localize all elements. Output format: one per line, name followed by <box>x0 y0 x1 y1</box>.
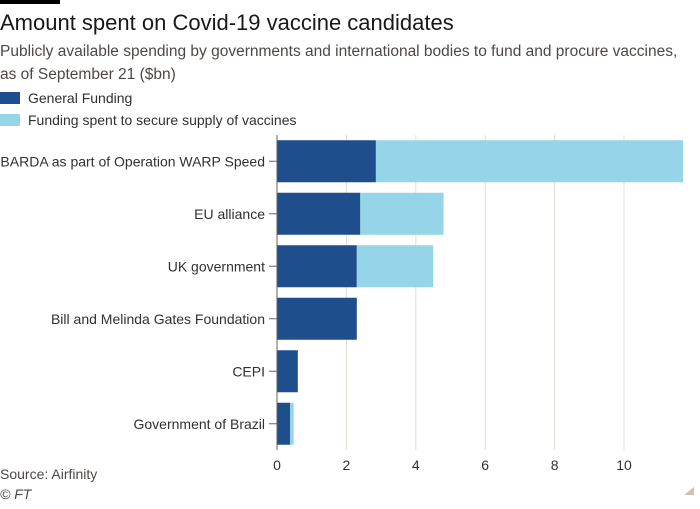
x-tick-label: 6 <box>481 457 489 473</box>
bar-general-funding <box>277 192 361 235</box>
legend-item-supply: Funding spent to secure supply of vaccin… <box>0 109 297 131</box>
category-label: UK government <box>168 258 265 274</box>
legend-swatch-supply <box>0 114 20 126</box>
category-label: CEPI <box>232 363 265 379</box>
category-label: Government of Brazil <box>134 416 266 432</box>
bar-general-funding <box>277 140 376 183</box>
x-tick-label: 0 <box>273 457 281 473</box>
bar-supply-funding <box>356 245 434 288</box>
top-rule <box>0 0 60 4</box>
bar-supply-funding <box>290 402 294 445</box>
category-label: EU alliance <box>194 206 265 222</box>
bar-supply-funding <box>375 140 683 183</box>
bar-supply-funding <box>360 192 444 235</box>
credit-note: © FT <box>0 486 32 502</box>
x-tick-label: 2 <box>343 457 351 473</box>
bar-general-funding <box>277 245 357 288</box>
legend-label-general: General Funding <box>28 90 133 106</box>
legend: General Funding Funding spent to secure … <box>0 87 297 131</box>
x-tick-label: 10 <box>616 457 632 473</box>
source-note: Source: Airfinity <box>0 466 98 482</box>
corner-mark <box>684 487 694 495</box>
bar-general-funding <box>277 350 298 393</box>
bar-general-funding <box>277 402 291 445</box>
x-tick-label: 8 <box>551 457 559 473</box>
category-label: BARDA as part of Operation WARP Speed <box>0 153 265 169</box>
category-label: Bill and Melinda Gates Foundation <box>51 311 265 327</box>
legend-label-supply: Funding spent to secure supply of vaccin… <box>28 112 297 128</box>
chart-title: Amount spent on Covid-19 vaccine candida… <box>0 10 454 35</box>
bar-general-funding <box>277 297 357 340</box>
chart-subtitle: Publicly available spending by governmen… <box>0 43 678 83</box>
legend-swatch-general <box>0 92 20 104</box>
x-tick-label: 4 <box>412 457 420 473</box>
legend-item-general: General Funding <box>0 87 297 109</box>
